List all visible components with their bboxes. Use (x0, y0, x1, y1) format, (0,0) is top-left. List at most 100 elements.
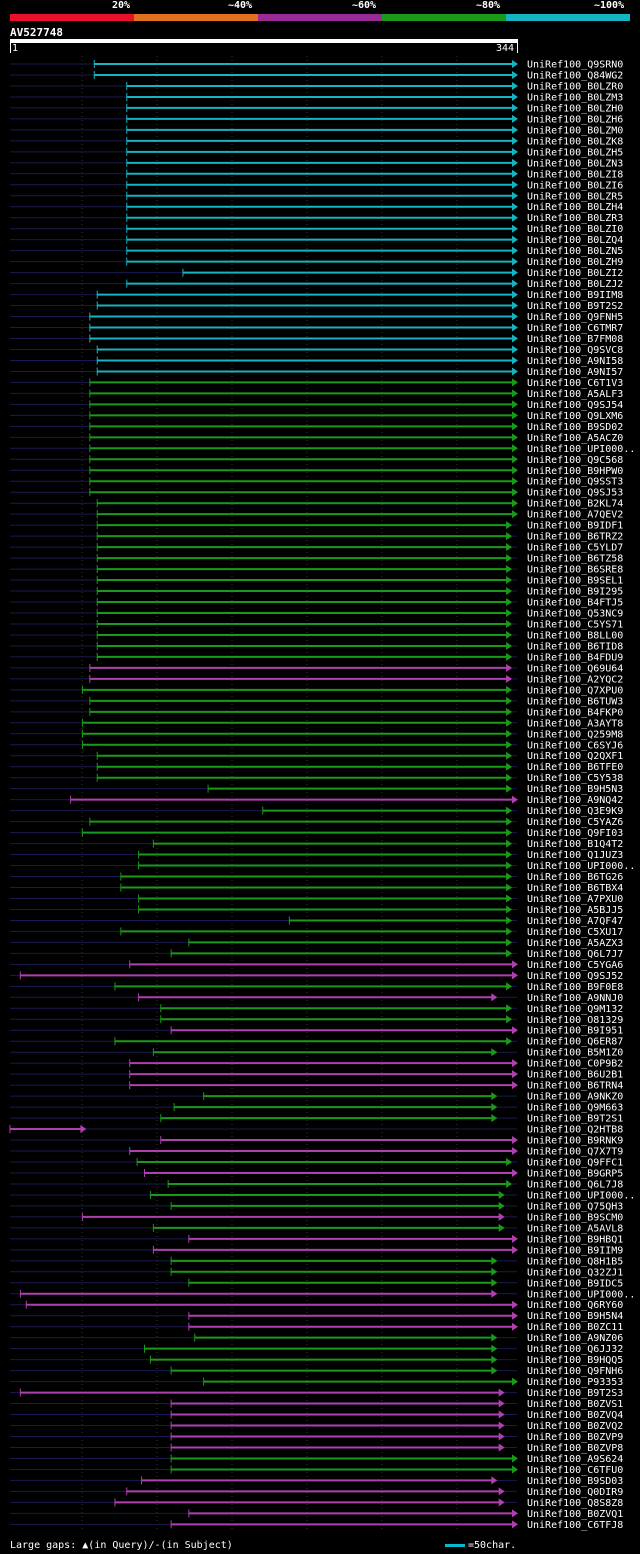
hit-row[interactable]: UniRef100_B9H5N4 (10, 1311, 623, 1322)
hit-label[interactable]: UniRef100_B0LZI8 (527, 169, 623, 180)
hit-label[interactable]: UniRef100_Q9C568 (527, 455, 623, 466)
hit-row[interactable]: UniRef100_A9NQ42 (10, 795, 623, 806)
hit-row[interactable]: UniRef100_Q9FFC1 (10, 1158, 623, 1169)
hit-row[interactable]: UniRef100_UPI000.. (10, 444, 635, 455)
hit-label[interactable]: UniRef100_C6SYJ6 (527, 740, 623, 751)
hit-row[interactable]: UniRef100_B6TBX4 (10, 883, 623, 894)
hit-label[interactable]: UniRef100_Q53NC9 (527, 609, 623, 620)
hit-row[interactable]: UniRef100_B0LZN3 (10, 158, 623, 169)
hit-label[interactable]: UniRef100_C6TMR7 (527, 323, 623, 334)
hit-row[interactable]: UniRef100_A5ALF3 (10, 389, 623, 400)
hit-row[interactable]: UniRef100_Q75QH3 (10, 1201, 623, 1212)
hit-label[interactable]: UniRef100_A5ACZ0 (527, 433, 623, 444)
hit-label[interactable]: UniRef100_B0LZM0 (527, 125, 623, 136)
hit-row[interactable]: UniRef100_B0LZH6 (10, 114, 623, 125)
hit-label[interactable]: UniRef100_B9SD02 (527, 422, 623, 433)
hit-row[interactable]: UniRef100_C5YGA6 (10, 960, 623, 971)
hit-label[interactable]: UniRef100_B0LZR5 (527, 191, 623, 202)
hit-label[interactable]: UniRef100_B0LZQ4 (527, 235, 623, 246)
hit-label[interactable]: UniRef100_C5YGA6 (527, 960, 623, 971)
hit-label[interactable]: UniRef100_C0P9B2 (527, 1059, 623, 1070)
hit-row[interactable]: UniRef100_Q32ZJ1 (10, 1267, 623, 1278)
hit-label[interactable]: UniRef100_B9I951 (527, 1026, 623, 1037)
hit-label[interactable]: UniRef100_B9HBQ1 (527, 1234, 623, 1245)
hit-row[interactable]: UniRef100_B6TUW3 (10, 696, 623, 707)
hit-label[interactable]: UniRef100_B4FTJ5 (527, 598, 623, 609)
hit-row[interactable]: UniRef100_B9SEL1 (10, 576, 623, 587)
hit-label[interactable]: UniRef100_Q9M132 (527, 1004, 623, 1015)
hit-label[interactable]: UniRef100_B6TID8 (527, 641, 623, 652)
hit-label[interactable]: UniRef100_Q3E9K9 (527, 806, 623, 817)
hit-label[interactable]: UniRef100_Q9SJ52 (527, 971, 623, 982)
hit-label[interactable]: UniRef100_B9T2S1 (527, 1114, 623, 1125)
hit-row[interactable]: UniRef100_C6T1V3 (10, 378, 623, 389)
hit-row[interactable]: UniRef100_B9GRP5 (10, 1168, 623, 1179)
hit-row[interactable]: UniRef100_Q6L7J8 (10, 1179, 623, 1190)
hit-row[interactable]: UniRef100_B0ZVQ1 (10, 1509, 623, 1520)
hit-label[interactable]: UniRef100_B6SRE8 (527, 565, 623, 576)
hit-label[interactable]: UniRef100_B9IDC5 (527, 1278, 623, 1289)
hit-row[interactable]: UniRef100_B0LZI2 (10, 268, 623, 279)
hit-label[interactable]: UniRef100_B9F0E8 (527, 982, 623, 993)
hit-row[interactable]: UniRef100_A7QF47 (10, 916, 623, 927)
hit-row[interactable]: UniRef100_B0ZVS1 (10, 1399, 623, 1410)
hit-row[interactable]: UniRef100_B0LZI0 (10, 224, 623, 235)
hit-label[interactable]: UniRef100_A9NI57 (527, 367, 623, 378)
hit-label[interactable]: UniRef100_B0ZVS1 (527, 1399, 623, 1410)
hit-row[interactable]: UniRef100_Q6L7J7 (10, 949, 623, 960)
hit-label[interactable]: UniRef100_A9NZ06 (527, 1333, 623, 1344)
hit-label[interactable]: UniRef100_B9H5N4 (527, 1311, 623, 1322)
hit-row[interactable]: UniRef100_B9IIM9 (10, 1245, 623, 1256)
hit-label[interactable]: UniRef100_Q6RY60 (527, 1300, 623, 1311)
hit-label[interactable]: UniRef100_B6U2B1 (527, 1070, 623, 1081)
hit-row[interactable]: UniRef100_B6TRZ2 (10, 532, 623, 543)
hit-row[interactable]: UniRef100_C6TFJ8 (10, 1520, 623, 1531)
hit-row[interactable]: UniRef100_B6TRN4 (10, 1081, 623, 1092)
hit-label[interactable]: UniRef100_Q9SVC8 (527, 345, 623, 356)
hit-label[interactable]: UniRef100_B9SCM0 (527, 1212, 623, 1223)
hit-row[interactable]: UniRef100_B0ZC11 (10, 1322, 623, 1333)
hit-label[interactable]: UniRef100_B1Q4T2 (527, 839, 623, 850)
hit-row[interactable]: UniRef100_Q7XPU0 (10, 685, 623, 696)
hit-label[interactable]: UniRef100_Q9SJ54 (527, 400, 623, 411)
hit-row[interactable]: UniRef100_Q53NC9 (10, 609, 623, 620)
hit-row[interactable]: UniRef100_B9HPW0 (10, 466, 623, 477)
hit-label[interactable]: UniRef100_Q69U64 (527, 663, 623, 674)
hit-row[interactable]: UniRef100_P93353 (10, 1377, 623, 1388)
hit-row[interactable]: UniRef100_A9NKZ0 (10, 1092, 623, 1103)
hit-row[interactable]: UniRef100_C6TMR7 (10, 323, 623, 334)
hit-row[interactable]: UniRef100_B9IDF1 (10, 521, 623, 532)
hit-label[interactable]: UniRef100_A7QF47 (527, 916, 623, 927)
hit-row[interactable]: UniRef100_Q84WG2 (10, 70, 623, 81)
hit-row[interactable]: UniRef100_B0LZJ2 (10, 279, 623, 290)
hit-label[interactable]: UniRef100_B0LZR3 (527, 213, 623, 224)
hit-row[interactable]: UniRef100_Q9M132 (10, 1004, 623, 1015)
hit-row[interactable]: UniRef100_B6U2B1 (10, 1070, 623, 1081)
hit-label[interactable]: UniRef100_C5XU17 (527, 927, 623, 938)
hit-label[interactable]: UniRef100_B0LZJ2 (527, 279, 623, 290)
hit-row[interactable]: UniRef100_B9SD03 (10, 1476, 623, 1487)
hit-row[interactable]: UniRef100_B1Q4T2 (10, 839, 623, 850)
hit-label[interactable]: UniRef100_B0ZVP8 (527, 1443, 623, 1454)
hit-label[interactable]: UniRef100_Q9FFC1 (527, 1158, 623, 1169)
hit-label[interactable]: UniRef100_B6TRZ2 (527, 532, 623, 543)
hit-label[interactable]: UniRef100_B0LZH6 (527, 114, 623, 125)
hit-row[interactable]: UniRef100_Q6ER87 (10, 1037, 623, 1048)
hit-row[interactable]: UniRef100_B9IIM8 (10, 290, 623, 301)
hit-label[interactable]: UniRef100_UPI000.. (527, 444, 635, 455)
hit-row[interactable]: UniRef100_Q8H1B5 (10, 1256, 623, 1267)
hit-row[interactable]: UniRef100_Q8S8Z8 (10, 1498, 623, 1509)
hit-row[interactable]: UniRef100_B0LZK8 (10, 136, 623, 147)
hit-row[interactable]: UniRef100_B0LZM0 (10, 125, 623, 136)
hit-row[interactable]: UniRef100_C5YS71 (10, 619, 623, 630)
hit-label[interactable]: UniRef100_Q6L7J7 (527, 949, 623, 960)
hit-label[interactable]: UniRef100_A5AZX3 (527, 938, 623, 949)
hit-label[interactable]: UniRef100_Q9LXM6 (527, 411, 623, 422)
hit-label[interactable]: UniRef100_B6TUW3 (527, 696, 623, 707)
hit-row[interactable]: UniRef100_Q259M8 (10, 729, 623, 740)
hit-row[interactable]: UniRef100_C5Y538 (10, 773, 623, 784)
hit-label[interactable]: UniRef100_B0LZH9 (527, 257, 623, 268)
hit-label[interactable]: UniRef100_UPI000.. (527, 1190, 635, 1201)
hit-label[interactable]: UniRef100_A3AYT8 (527, 718, 623, 729)
hit-row[interactable]: UniRef100_Q9LXM6 (10, 411, 623, 422)
